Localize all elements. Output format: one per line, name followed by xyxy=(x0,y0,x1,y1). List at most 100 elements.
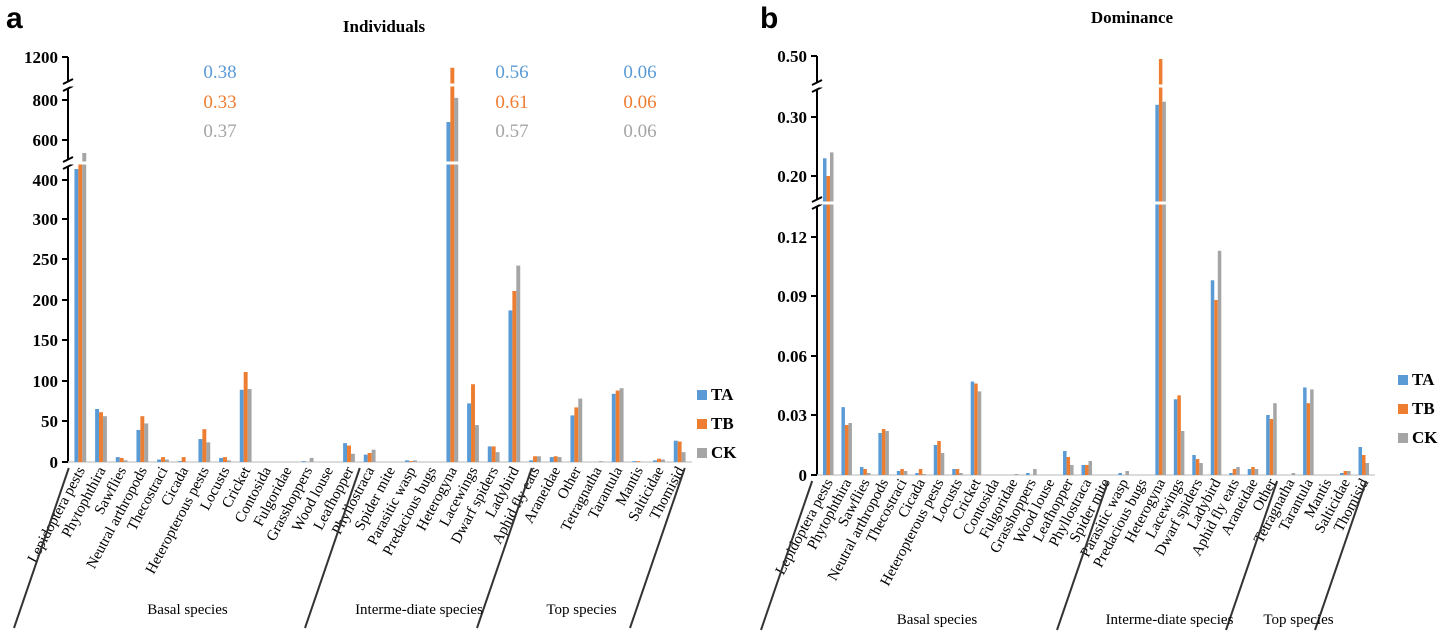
axis-break-mark xyxy=(811,203,823,210)
group-divider xyxy=(760,480,814,631)
bar-ck-araneidae xyxy=(1254,469,1259,475)
bar-ta-locusts xyxy=(952,469,956,475)
group-divider xyxy=(13,467,70,629)
axis-break-mark xyxy=(811,79,823,86)
y-tick-label: 250 xyxy=(33,250,59,269)
bar-ck-ladybird xyxy=(516,265,521,462)
bar-ta-ladybird xyxy=(508,310,513,462)
y-axis: 0 0.03 0.06 0.09 0.12 0.20 0.30 0.50 xyxy=(777,47,823,485)
bar-tb-lepidoptera-pests xyxy=(78,164,83,462)
chart-title-dominance: Dominance xyxy=(1091,8,1174,27)
legend-label-ta: TA xyxy=(711,385,734,404)
bar-ck-parasitic-wasp xyxy=(1125,471,1129,475)
y-tick-label: 0.20 xyxy=(777,167,807,186)
annotation-basal-species-ta: 0.38 xyxy=(203,62,236,83)
bar-ta-aphid-fly-eats xyxy=(529,460,534,462)
group-divider xyxy=(1056,480,1110,631)
bar-tb-sawflies xyxy=(119,457,124,462)
bar-ck-tetragnatha xyxy=(1291,473,1296,475)
annotation-interme-diate-species-ta: 0.56 xyxy=(495,62,528,83)
bar-tb-locusts xyxy=(955,469,960,475)
annotation-top-species-ck: 0.06 xyxy=(623,121,656,142)
bar-ta-araneidae xyxy=(549,457,554,462)
bar-ck-tarantula xyxy=(1310,389,1314,475)
bar-tb-phyllostraca xyxy=(367,452,372,462)
bar-ck-cricket xyxy=(977,391,982,475)
bar-tb-tarantula xyxy=(1306,403,1311,475)
bar-tb-leafhopper xyxy=(1066,457,1071,475)
bar-ck-cicada xyxy=(922,474,926,475)
bar-ta-grasshoppers xyxy=(301,461,306,462)
legend: TA TB CK xyxy=(1398,370,1438,447)
bar-ck-parasitic-wasp xyxy=(412,460,417,462)
bar-ta-cicada xyxy=(915,473,919,475)
y-tick-label: 0.06 xyxy=(777,347,807,366)
annotation-basal-species-tb: 0.33 xyxy=(203,92,236,113)
group-divider xyxy=(304,467,361,629)
y-tick-label: 0 xyxy=(799,466,808,485)
bar-ta-tarantula xyxy=(611,393,616,462)
bar-ck-phytophthira xyxy=(848,423,852,475)
bar-ck-thecostraci xyxy=(903,471,908,475)
bar-tb-lepidoptera-pests xyxy=(826,176,830,475)
panel-individuals: a Individuals 0 50 100 150 200 250 300 400 600 80… xyxy=(6,2,737,629)
bar-tb-phyllostraca xyxy=(1085,465,1089,475)
bar-ta-parasitic-wasp xyxy=(1118,473,1122,475)
bar-ta-lepidoptera-pests xyxy=(822,158,827,476)
bar-ck-heterogyna xyxy=(454,97,459,462)
y-tick-label: 200 xyxy=(33,291,59,310)
bar-ck-cricket xyxy=(247,389,252,462)
y-axis: 0 50 100 150 200 250 300 400 600 800 1200 xyxy=(24,48,74,472)
legend-label-tb: TB xyxy=(1412,399,1435,418)
y-tick-label: 0 xyxy=(50,453,59,472)
bar-ta-thomisid xyxy=(673,440,678,462)
annotation-basal-species-ck: 0.37 xyxy=(203,121,236,142)
bar-ck-leafhopper xyxy=(1070,465,1074,475)
axis-break-mark xyxy=(811,86,823,93)
bar-ck-araneidae xyxy=(557,457,562,462)
group-divider xyxy=(1314,480,1368,631)
bar-ta-lepidoptera-pests xyxy=(74,169,79,462)
bar-ck-grasshoppers xyxy=(309,457,314,462)
bar-tb-other xyxy=(1269,419,1274,475)
panel-label-b: b xyxy=(760,2,778,35)
group-label-top-species: Top species xyxy=(1263,612,1333,628)
annotation-top-species-ta: 0.06 xyxy=(623,62,656,83)
bar-ck-aphid-fly-eats xyxy=(536,456,541,462)
group-label-basal-species: Basal species xyxy=(147,602,228,618)
bar-ta-mantis xyxy=(632,461,637,462)
bar-tb-parasitic-wasp xyxy=(409,461,413,462)
legend: TA TB CK xyxy=(697,385,737,462)
bar-tb-neutral-arthropods xyxy=(140,416,145,462)
annotation-top-species-tb: 0.06 xyxy=(623,92,656,113)
bar-tb-thomisid xyxy=(1362,455,1366,475)
bar-ck-phyllostraca xyxy=(371,449,376,462)
bar-ck-sawflies xyxy=(123,460,128,462)
bar-ta-araneidae xyxy=(1247,469,1252,475)
group-label-interme-diate-species: Interme-diate species xyxy=(1106,612,1234,628)
bar-ck-thecostraci xyxy=(164,459,169,462)
bar-tb-phytophthira xyxy=(844,425,849,475)
bar-ta-phyllostraca xyxy=(363,454,368,462)
bar-ck-dwarf-spiders xyxy=(495,452,500,462)
bar-tb-lacewings xyxy=(471,384,475,462)
bar-tb-ladybird xyxy=(512,290,517,462)
bar-ta-thecostraci xyxy=(896,471,901,475)
y-tick-label: 400 xyxy=(33,171,59,190)
legend-label-ck: CK xyxy=(1412,428,1438,447)
bar-ta-lacewings xyxy=(1173,399,1178,475)
group-dividers xyxy=(13,467,686,629)
bar-tb-salticidae xyxy=(1343,471,1348,475)
legend-swatch-tb xyxy=(1398,404,1408,414)
bar-tb-cicada xyxy=(918,469,923,475)
legend-swatch-ta xyxy=(1398,375,1408,385)
bar-tb-leafhopper xyxy=(347,445,351,462)
bar-tb-sawflies xyxy=(863,469,867,475)
annotations: 0.38 0.33 0.37 0.56 0.61 0.57 0.06 0.06 0.06 xyxy=(203,62,656,142)
bar-ck-fulgoridae xyxy=(1014,474,1019,475)
axis-break-mark xyxy=(811,196,823,203)
bar-tb-heteropterous-pests xyxy=(202,429,207,462)
y-tick-label: 0.50 xyxy=(777,47,807,66)
bar-ta-leafhopper xyxy=(343,443,348,462)
group-divider xyxy=(476,467,533,629)
